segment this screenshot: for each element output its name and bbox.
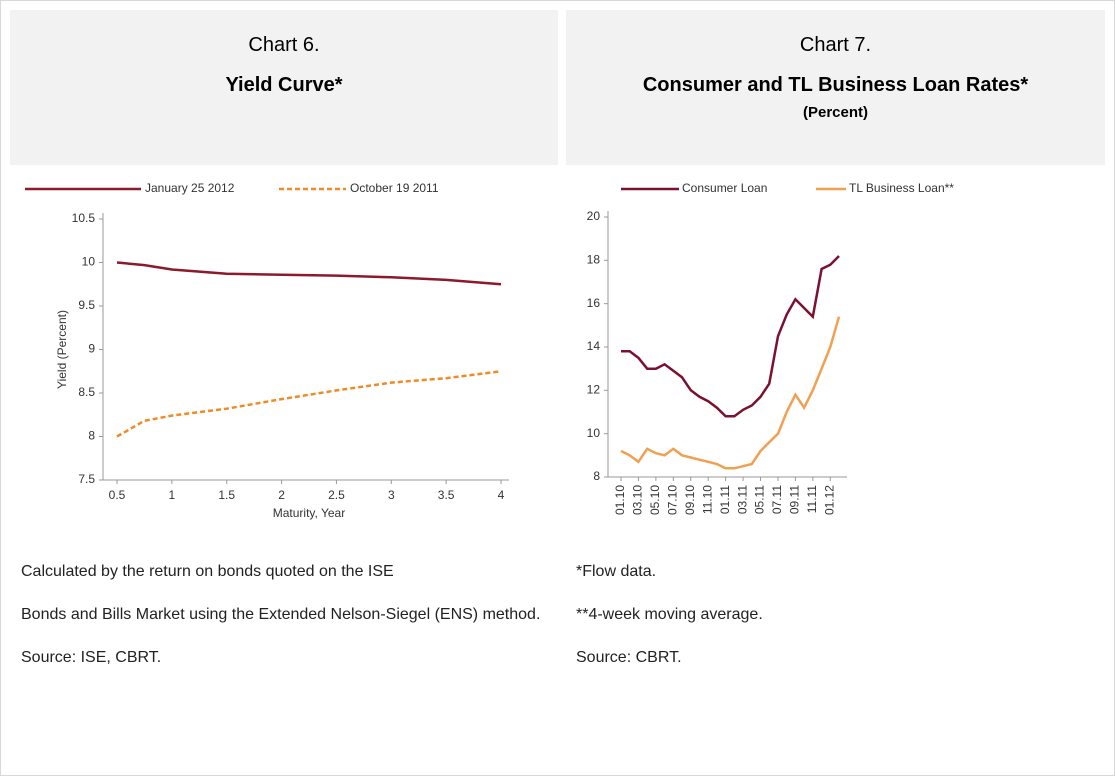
y-tick-label: 20 bbox=[587, 209, 601, 223]
x-tick-label: 1.5 bbox=[218, 488, 235, 502]
x-tick-label: 01.10 bbox=[613, 485, 627, 515]
notes: Calculated by the return on bonds quoted… bbox=[21, 561, 551, 690]
x-tick-label: 3.5 bbox=[438, 488, 455, 502]
y-tick-label: 8.5 bbox=[78, 385, 95, 399]
legend-label: Consumer Loan bbox=[682, 181, 767, 195]
x-tick-label: 11.11 bbox=[805, 485, 819, 514]
x-tick-label: 0.5 bbox=[109, 488, 126, 502]
chart: 7.5 8 8.5 9 9.5 10 10.5 0.5 1 1.5 2 2.5 3 3.5 4 Maturit… bbox=[25, 181, 509, 520]
x-tick-label: 1 bbox=[169, 488, 176, 502]
y-tick-label: 16 bbox=[587, 296, 601, 310]
chart-subtitle: (Percent) bbox=[802, 104, 869, 121]
x-tick-label: 09.11 bbox=[788, 485, 802, 514]
x-tick-label: 01.11 bbox=[718, 485, 732, 514]
y-tick-label: 10 bbox=[587, 426, 601, 440]
y-tick-label: 9.5 bbox=[78, 298, 95, 312]
legend-label: TL Business Loan** bbox=[849, 181, 954, 195]
title-text: Consumer and TL Business Loan Rates* bbox=[642, 74, 1029, 96]
note: Source: CBRT. bbox=[576, 649, 682, 666]
x-tick-label: 03.10 bbox=[631, 485, 645, 515]
series-line bbox=[620, 316, 841, 470]
x-tick-label: 07.11 bbox=[770, 485, 784, 514]
note: Bonds and Bills Market using the Extende… bbox=[21, 606, 541, 623]
legend-label: October 19 2011 bbox=[350, 181, 439, 195]
x-tick-label: 09.10 bbox=[683, 485, 697, 515]
x-tick-label: 2.5 bbox=[328, 488, 345, 502]
x-axis-label: Maturity, Year bbox=[273, 506, 345, 520]
x-tick-label: 05.10 bbox=[648, 485, 662, 515]
y-tick-label: 10.5 bbox=[72, 211, 96, 225]
notes: *Flow data. **4-week moving average. Sou… bbox=[576, 561, 1096, 690]
series-line bbox=[621, 255, 840, 418]
header-cell: Chart 6. Yield Curve* bbox=[10, 10, 558, 165]
chart-title: Consumer and TL Business Loan Rates* (Per… bbox=[566, 72, 1105, 126]
note: Source: ISE, CBRT. bbox=[21, 649, 162, 666]
series-line bbox=[116, 370, 502, 438]
series-line bbox=[116, 261, 502, 286]
x-tick-label: 05.11 bbox=[753, 485, 767, 514]
header-cell: Chart 7. Consumer and TL Business Loan R… bbox=[566, 10, 1105, 165]
chart-title: Yield Curve* bbox=[225, 74, 343, 96]
y-tick-label: 12 bbox=[587, 383, 601, 397]
chart-label: Chart 7. bbox=[799, 34, 872, 56]
x-tick-label: 4 bbox=[498, 488, 505, 502]
y-tick-label: 10 bbox=[82, 255, 96, 269]
x-tick-label: 07.10 bbox=[665, 485, 679, 515]
note: Calculated by the return on bonds quoted… bbox=[21, 563, 394, 580]
note: *Flow data. bbox=[576, 563, 657, 580]
y-tick-label: 18 bbox=[587, 253, 601, 267]
y-axis-label: Yield (Percent) bbox=[55, 310, 69, 389]
y-tick-label: 7.5 bbox=[78, 472, 95, 486]
note: **4-week moving average. bbox=[576, 606, 763, 623]
x-tick-label: 03.11 bbox=[735, 485, 749, 514]
x-tick-label: 11.10 bbox=[700, 485, 714, 514]
legend-label: January 25 2012 bbox=[145, 181, 235, 195]
y-tick-label: 14 bbox=[587, 339, 601, 353]
y-tick-label: 9 bbox=[88, 342, 95, 356]
chart-label: Chart 6. bbox=[248, 34, 320, 56]
x-tick-label: 2 bbox=[278, 488, 285, 502]
x-tick-label: 01.12 bbox=[822, 485, 836, 515]
y-tick-label: 8 bbox=[88, 429, 95, 443]
y-tick-label: 8 bbox=[593, 469, 600, 483]
x-tick-label: 3 bbox=[388, 488, 395, 502]
